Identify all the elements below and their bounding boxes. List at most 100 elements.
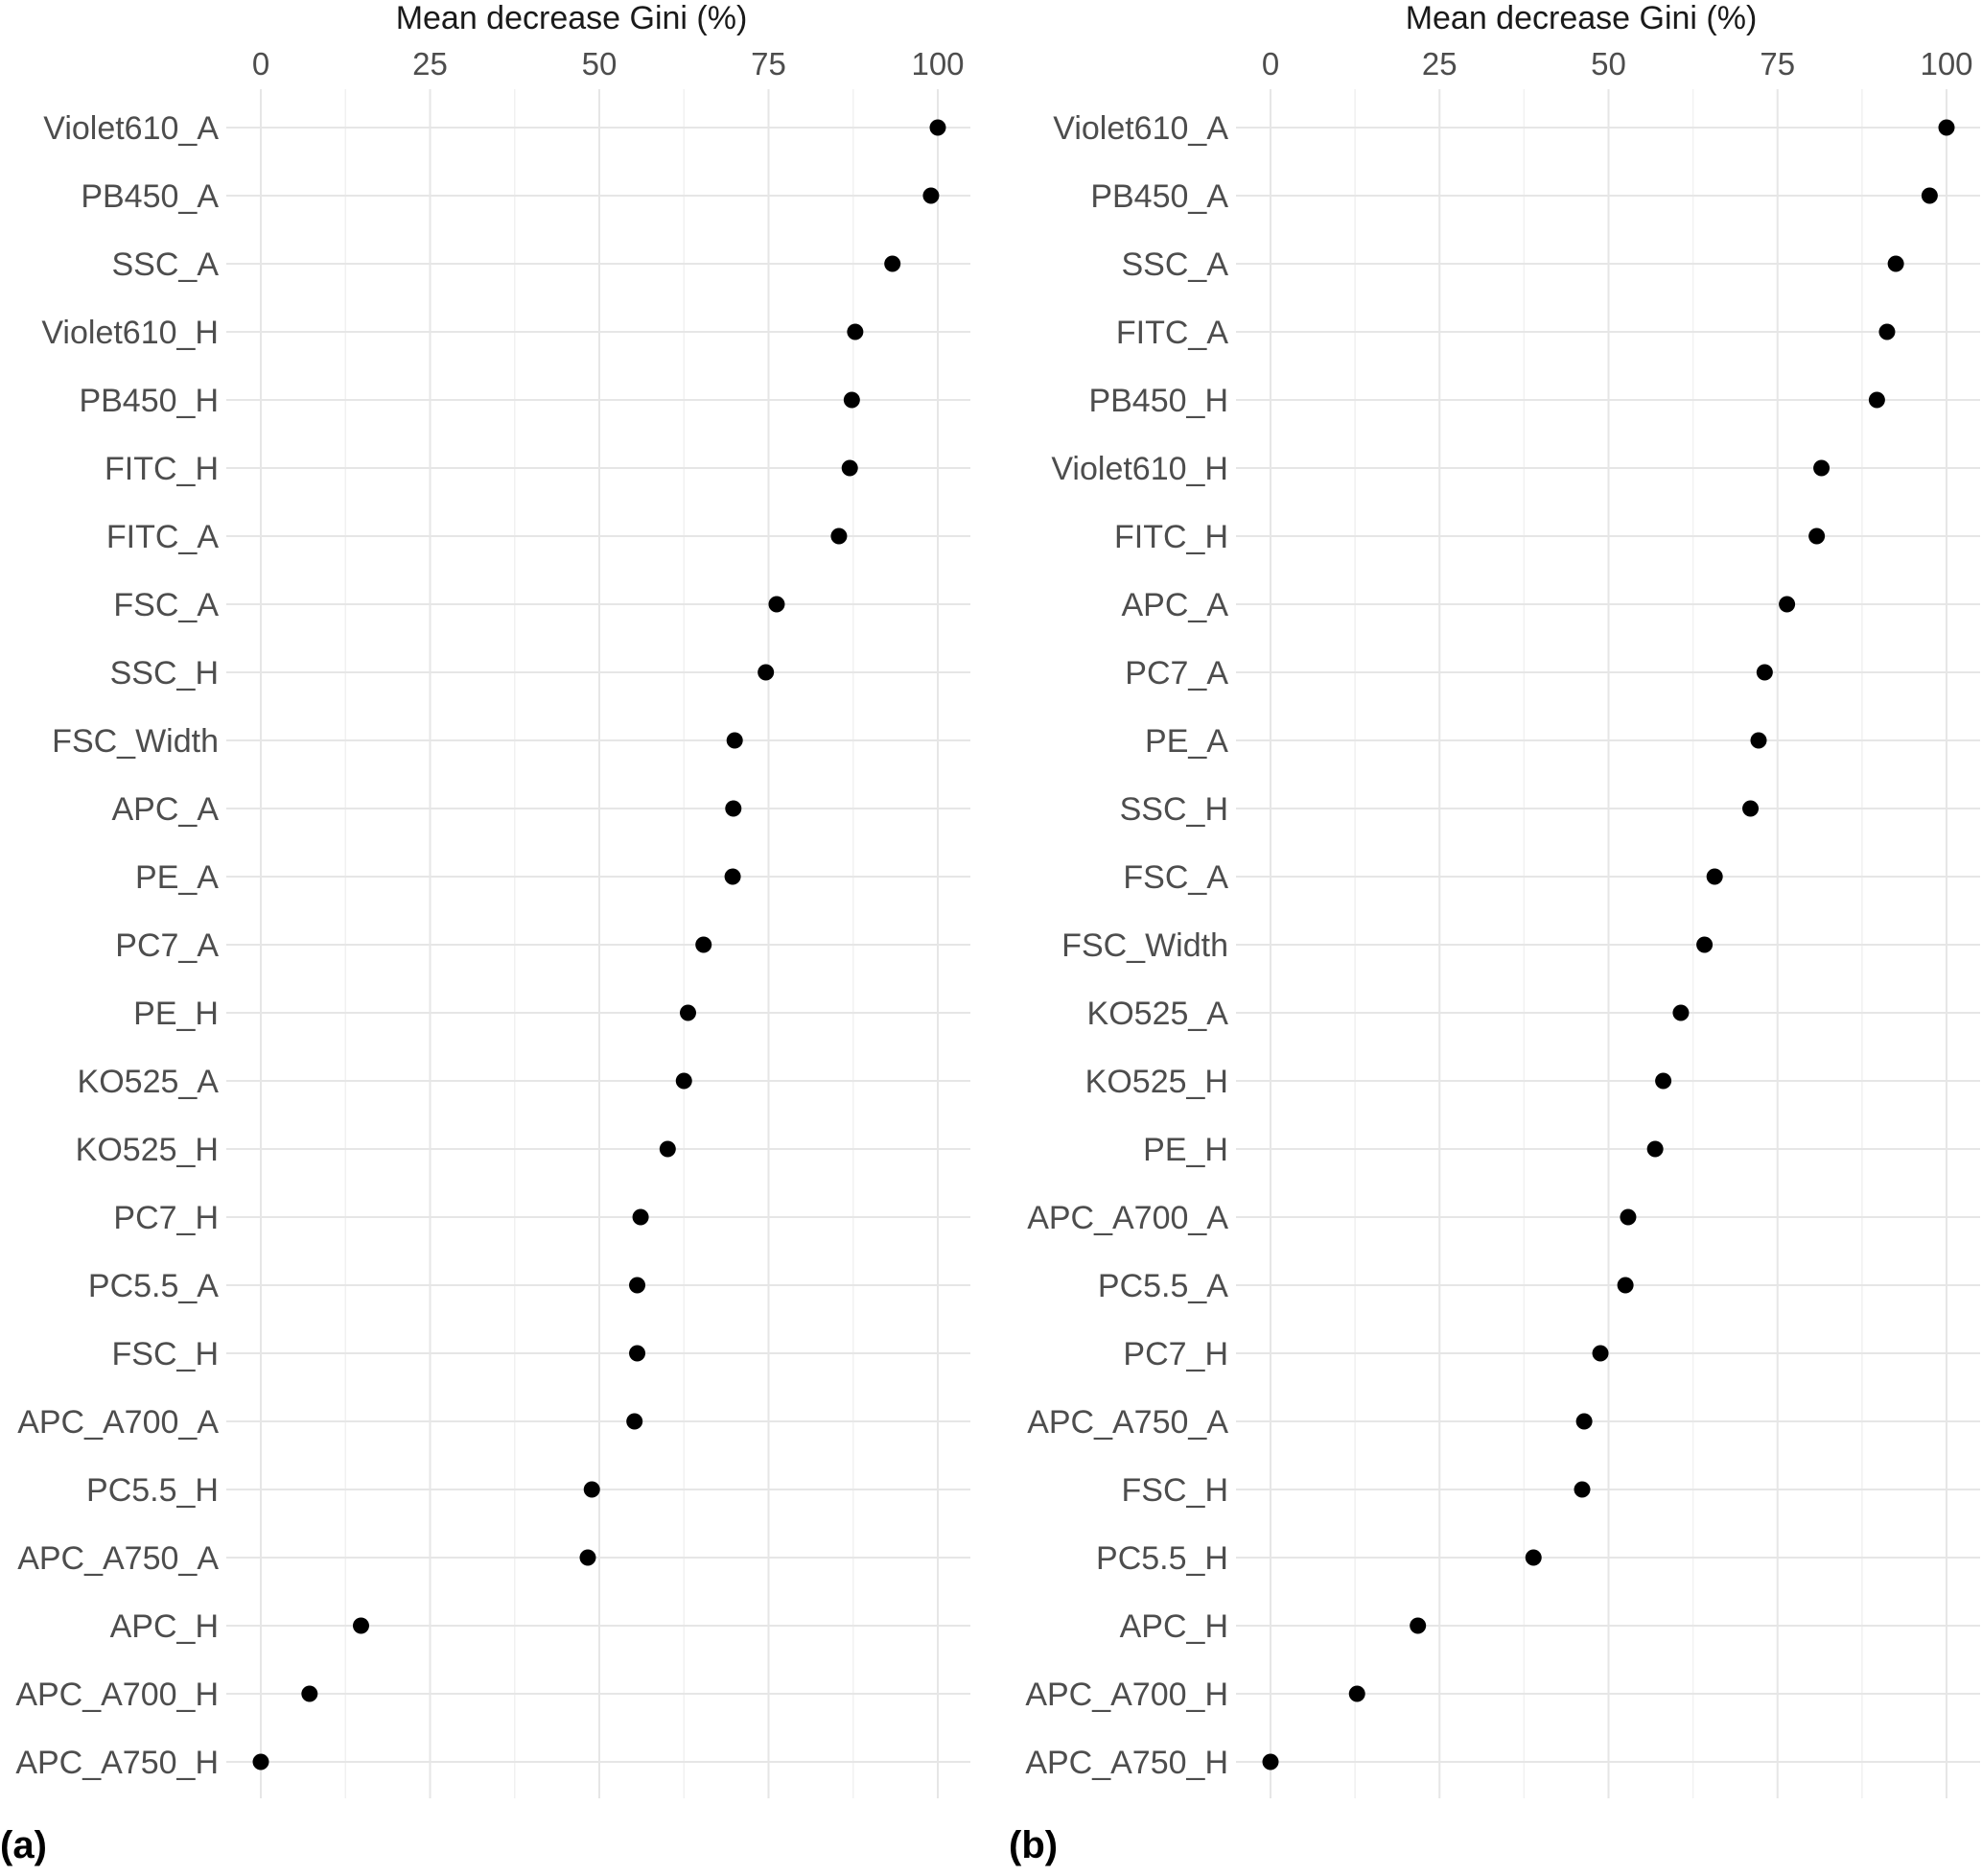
data-point-b <box>1921 187 1938 204</box>
category-label-a: SSC_H <box>110 655 219 692</box>
x-tick-label-a: 75 <box>751 46 786 82</box>
data-point-a <box>629 1345 646 1362</box>
data-point-b <box>1655 1072 1672 1090</box>
data-point-b <box>1574 1481 1591 1498</box>
data-point-b <box>1592 1345 1609 1362</box>
data-point-a <box>830 528 848 545</box>
data-point-a <box>724 868 741 885</box>
category-label-b: SSC_A <box>1122 246 1229 283</box>
data-point-b <box>1742 800 1760 817</box>
data-point-b <box>1938 119 1955 136</box>
category-label-b: APC_A750_A <box>1027 1404 1228 1441</box>
category-label-a: FSC_A <box>113 587 219 623</box>
category-label-a: SSC_A <box>112 246 220 283</box>
category-label-b: FSC_Width <box>1061 927 1228 964</box>
category-label-a: FSC_Width <box>52 723 219 760</box>
category-label-b: PE_A <box>1145 723 1228 760</box>
category-label-a: PC5.5_A <box>88 1268 219 1304</box>
data-point-b <box>1617 1277 1634 1294</box>
data-point-a <box>679 1004 696 1021</box>
category-label-b: PC7_A <box>1125 655 1228 692</box>
category-label-a: FITC_H <box>105 451 219 487</box>
data-point-a <box>758 664 775 681</box>
data-point-b <box>1262 1753 1279 1770</box>
x-tick-label-b: 75 <box>1760 46 1795 82</box>
category-label-a: FSC_H <box>112 1336 219 1372</box>
category-label-b: PC7_H <box>1123 1336 1228 1372</box>
data-point-b <box>1348 1685 1365 1702</box>
x-tick-label-b: 100 <box>1920 46 1972 82</box>
category-label-b: PE_H <box>1143 1132 1228 1168</box>
panel-label-b: (b) <box>1009 1824 1059 1866</box>
data-point-a <box>352 1617 369 1634</box>
x-tick-label-a: 50 <box>582 46 618 82</box>
category-label-a: APC_A700_A <box>17 1404 219 1441</box>
x-tick-label-b: 25 <box>1422 46 1457 82</box>
data-point-a <box>884 255 901 272</box>
category-label-b: FSC_A <box>1123 859 1228 896</box>
data-point-b <box>1808 528 1826 545</box>
category-label-a: PB450_H <box>79 383 219 419</box>
category-label-a: KO525_A <box>78 1064 220 1100</box>
data-point-b <box>1646 1140 1664 1158</box>
category-label-a: APC_A750_A <box>17 1540 219 1577</box>
data-point-a <box>583 1481 600 1498</box>
data-point-a <box>252 1753 269 1770</box>
x-tick-label-b: 50 <box>1591 46 1626 82</box>
data-point-a <box>632 1208 649 1226</box>
data-point-a <box>675 1072 692 1090</box>
data-point-b <box>1410 1617 1427 1634</box>
category-label-a: APC_A700_H <box>15 1677 219 1713</box>
data-point-b <box>1525 1549 1542 1566</box>
x-tick-label-a: 25 <box>412 46 448 82</box>
category-label-b: APC_A750_H <box>1025 1745 1228 1781</box>
category-label-b: SSC_H <box>1120 791 1228 828</box>
category-label-a: PC5.5_H <box>86 1472 219 1509</box>
data-point-a <box>768 596 785 613</box>
category-label-b: KO525_A <box>1087 996 1229 1032</box>
category-label-a: APC_A750_H <box>15 1745 219 1781</box>
data-point-b <box>1887 255 1904 272</box>
data-point-a <box>922 187 940 204</box>
category-label-b: APC_H <box>1120 1608 1228 1645</box>
category-label-b: FSC_H <box>1122 1472 1228 1509</box>
data-point-b <box>1813 459 1830 477</box>
category-label-a: Violet610_H <box>41 315 219 351</box>
category-label-a: PC7_A <box>115 927 219 964</box>
data-point-a <box>626 1413 643 1430</box>
category-label-b: Violet610_A <box>1053 110 1228 147</box>
data-point-a <box>659 1140 676 1158</box>
category-label-a: APC_A <box>112 791 220 828</box>
data-point-b <box>1696 936 1714 953</box>
data-point-b <box>1672 1004 1690 1021</box>
category-label-b: APC_A700_H <box>1025 1677 1228 1713</box>
category-label-b: PB450_H <box>1088 383 1228 419</box>
category-label-b: APC_A700_A <box>1027 1200 1228 1236</box>
data-point-a <box>695 936 712 953</box>
data-point-a <box>841 459 858 477</box>
category-label-b: FITC_A <box>1116 315 1228 351</box>
x-axis-title-a: Mean decrease Gini (%) <box>396 0 748 36</box>
data-point-b <box>1706 868 1723 885</box>
category-label-a: PB450_A <box>81 178 219 215</box>
data-point-b <box>1756 664 1773 681</box>
category-label-b: FITC_H <box>1114 519 1228 555</box>
data-point-b <box>1575 1413 1593 1430</box>
x-tick-label-a: 100 <box>911 46 964 82</box>
data-point-b <box>1779 596 1796 613</box>
category-label-b: APC_A <box>1122 587 1229 623</box>
category-label-b: PB450_A <box>1090 178 1228 215</box>
category-label-a: APC_H <box>110 1608 219 1645</box>
data-point-a <box>725 800 742 817</box>
data-point-a <box>629 1277 646 1294</box>
data-point-a <box>847 323 864 340</box>
category-label-a: Violet610_A <box>43 110 219 147</box>
data-point-b <box>1750 732 1767 749</box>
panel-label-a: (a) <box>0 1824 47 1866</box>
data-point-b <box>1620 1208 1637 1226</box>
category-label-a: KO525_H <box>76 1132 219 1168</box>
category-label-a: FITC_A <box>106 519 219 555</box>
category-label-b: PC5.5_A <box>1098 1268 1228 1304</box>
category-label-b: PC5.5_H <box>1096 1540 1228 1577</box>
